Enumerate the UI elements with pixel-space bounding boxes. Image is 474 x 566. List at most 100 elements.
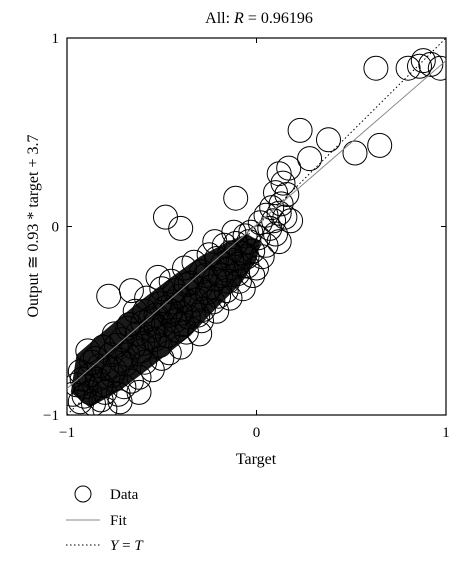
data-point	[211, 232, 237, 258]
x-tick-label: 1	[442, 425, 450, 441]
data-point	[189, 259, 214, 285]
legend-fit-label: Fit	[110, 513, 128, 529]
legend-identity-label: Y = T	[110, 538, 144, 554]
data-point	[156, 302, 182, 328]
data-point	[187, 321, 213, 347]
data-point	[395, 55, 421, 81]
legend-data-label: Data	[110, 487, 139, 503]
chart-title-prefix: All:	[205, 10, 234, 27]
y-tick-label: 0	[52, 220, 60, 236]
x-tick-label: 0	[253, 425, 261, 441]
data-point	[141, 327, 167, 353]
data-point	[287, 117, 313, 143]
data-point	[297, 146, 323, 172]
data-point	[410, 48, 436, 74]
data-point	[79, 349, 105, 375]
legend-identity-mid: =	[118, 538, 134, 554]
data-point	[124, 321, 150, 347]
reference-lines	[67, 38, 446, 415]
x-axis-label: Target	[236, 451, 277, 468]
data-point	[132, 349, 158, 375]
data-point	[126, 379, 152, 405]
data-point	[240, 263, 266, 288]
chart-title: All: R = 0.96196	[205, 10, 313, 27]
data-point	[363, 55, 389, 81]
data-point	[427, 55, 446, 81]
data-point	[270, 170, 296, 196]
data-point	[130, 330, 156, 356]
data-point	[276, 155, 302, 181]
data-point	[316, 127, 341, 153]
data-point	[342, 140, 368, 166]
data-point	[118, 278, 144, 304]
data-point	[92, 379, 118, 405]
data-point	[189, 308, 214, 334]
data-point	[67, 381, 86, 407]
data-point	[223, 185, 249, 211]
data-point	[126, 364, 152, 390]
data-layer	[67, 48, 446, 415]
data-point	[217, 285, 243, 311]
data-point	[96, 283, 122, 309]
legend-identity-var2: T	[134, 538, 144, 554]
data-point	[69, 366, 95, 392]
data-point	[238, 219, 264, 245]
data-point	[213, 278, 239, 304]
data-point	[145, 264, 171, 290]
data-point	[266, 229, 292, 255]
data-point	[81, 391, 106, 415]
x-tick-label: −1	[59, 425, 75, 441]
data-point	[234, 253, 260, 279]
data-point	[230, 276, 256, 302]
data-point	[143, 302, 169, 328]
data-point	[158, 298, 184, 324]
identity-line	[67, 38, 446, 415]
data-point	[149, 276, 175, 302]
data-point	[156, 340, 182, 366]
data-point	[86, 353, 112, 379]
data-point	[147, 332, 173, 358]
data-point	[151, 312, 177, 337]
data-point	[407, 53, 432, 79]
data-point	[367, 132, 393, 158]
axis-ticks: −1 0 1 −1 0 1	[43, 31, 450, 441]
data-point	[149, 345, 175, 371]
data-point	[67, 389, 93, 415]
data-point	[139, 317, 165, 343]
data-point	[153, 204, 178, 230]
data-point	[111, 374, 137, 400]
fit-line	[67, 60, 446, 389]
data-point	[162, 278, 188, 304]
data-point	[263, 180, 288, 206]
data-point	[164, 317, 190, 343]
data-point	[101, 321, 127, 347]
data-point	[244, 255, 269, 281]
data-point	[73, 374, 99, 400]
data-point	[168, 334, 194, 360]
y-axis-label: Output ≅ 0.93 * target + 3.7	[25, 134, 42, 317]
y-tick-label: 1	[52, 31, 60, 47]
data-point	[181, 249, 207, 275]
data-point	[213, 257, 239, 283]
data-point	[92, 396, 118, 415]
data-point	[232, 223, 258, 249]
data-point	[204, 298, 230, 324]
data-point	[107, 347, 133, 373]
data-point	[143, 313, 169, 339]
data-point	[101, 357, 127, 383]
y-tick-label: −1	[43, 408, 59, 424]
data-point	[105, 381, 131, 407]
data-point	[206, 283, 232, 309]
chart-title-var: R	[233, 10, 244, 27]
legend-identity-var1: Y	[110, 538, 120, 554]
legend-data-marker	[74, 485, 92, 503]
data-point	[162, 308, 188, 334]
data-point	[113, 351, 139, 377]
data-point	[187, 276, 213, 302]
data-point	[263, 221, 288, 247]
data-point	[274, 182, 300, 207]
legend: Data Fit Y = T	[66, 485, 144, 554]
data-point	[77, 379, 103, 405]
data-point	[179, 293, 205, 319]
